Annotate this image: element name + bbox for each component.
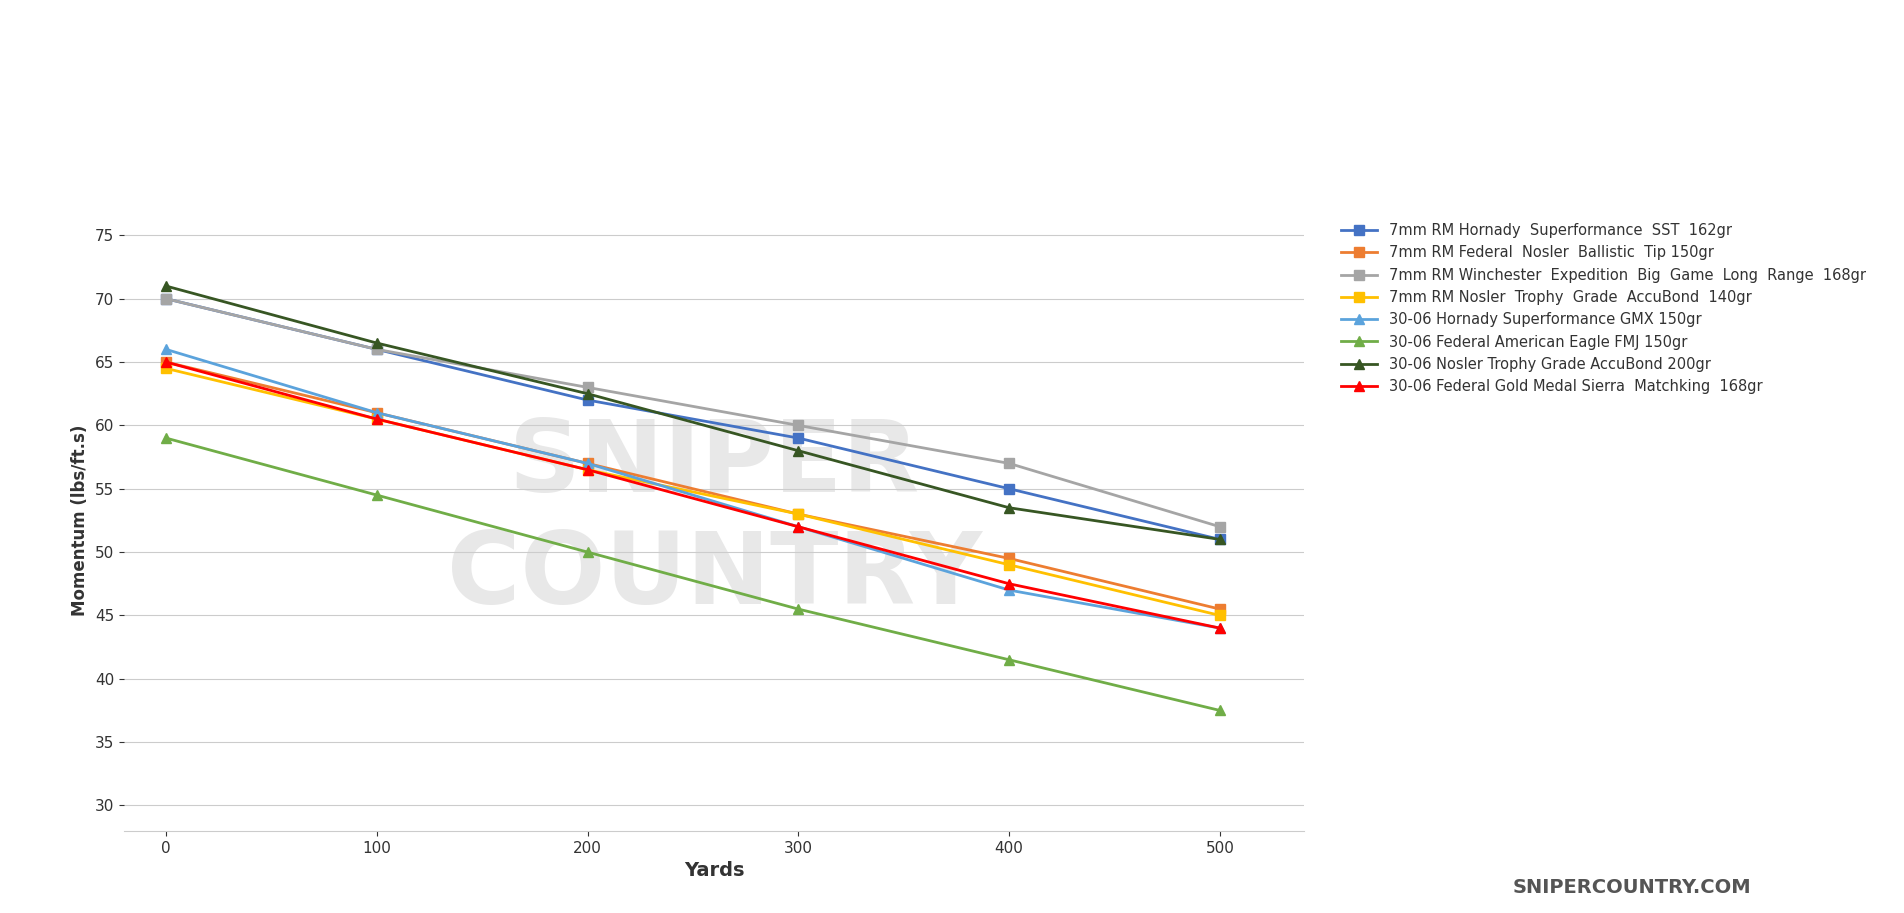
30-06 Federal Gold Medal Sierra  Matchking  168gr (577, 464, 600, 475)
7mm RM Nosler  Trophy  Grade  AccuBond  140gr (786, 509, 809, 519)
Y-axis label: Momentum (lbs/ft.s): Momentum (lbs/ft.s) (70, 425, 89, 616)
30-06 Federal Gold Medal Sierra  Matchking  168gr (786, 521, 809, 532)
7mm RM Hornady  Superformance  SST  162gr (366, 344, 388, 355)
30-06 Federal American Eagle FMJ 150gr (577, 547, 600, 558)
7mm RM Hornady  Superformance  SST  162gr (786, 433, 809, 444)
7mm RM Winchester  Expedition  Big  Game  Long  Range  168gr (154, 293, 177, 304)
30-06 Hornady Superformance GMX 150gr (1209, 623, 1232, 634)
7mm RM Winchester  Expedition  Big  Game  Long  Range  168gr (998, 458, 1021, 469)
Legend: 7mm RM Hornady  Superformance  SST  162gr, 7mm RM Federal  Nosler  Ballistic  Ti: 7mm RM Hornady Superformance SST 162gr, … (1335, 217, 1872, 400)
Line: 30-06 Federal Gold Medal Sierra  Matchking  168gr: 30-06 Federal Gold Medal Sierra Matchkin… (162, 357, 1224, 633)
Line: 30-06 Hornady Superformance GMX 150gr: 30-06 Hornady Superformance GMX 150gr (162, 344, 1224, 633)
30-06 Hornady Superformance GMX 150gr (786, 521, 809, 532)
30-06 Federal American Eagle FMJ 150gr (1209, 705, 1232, 716)
Line: 30-06 Federal American Eagle FMJ 150gr: 30-06 Federal American Eagle FMJ 150gr (162, 433, 1224, 715)
30-06 Hornady Superformance GMX 150gr (366, 407, 388, 418)
Text: SNIPERCOUNTRY.COM: SNIPERCOUNTRY.COM (1514, 877, 1752, 897)
Text: MOMENTUM: MOMENTUM (609, 34, 1295, 131)
7mm RM Federal  Nosler  Ballistic  Tip 150gr (998, 553, 1021, 564)
Line: 7mm RM Hornady  Superformance  SST  162gr: 7mm RM Hornady Superformance SST 162gr (162, 294, 1224, 544)
7mm RM Hornady  Superformance  SST  162gr (154, 293, 177, 304)
30-06 Nosler Trophy Grade AccuBond 200gr (154, 280, 177, 291)
30-06 Federal Gold Medal Sierra  Matchking  168gr (366, 414, 388, 425)
30-06 Federal American Eagle FMJ 150gr (786, 603, 809, 614)
30-06 Federal American Eagle FMJ 150gr (154, 433, 177, 444)
30-06 Nosler Trophy Grade AccuBond 200gr (786, 446, 809, 456)
30-06 Federal Gold Medal Sierra  Matchking  168gr (154, 357, 177, 368)
30-06 Federal Gold Medal Sierra  Matchking  168gr (1209, 623, 1232, 634)
7mm RM Nosler  Trophy  Grade  AccuBond  140gr (154, 362, 177, 373)
Line: 7mm RM Winchester  Expedition  Big  Game  Long  Range  168gr: 7mm RM Winchester Expedition Big Game Lo… (162, 294, 1224, 531)
7mm RM Winchester  Expedition  Big  Game  Long  Range  168gr (1209, 521, 1232, 532)
7mm RM Nosler  Trophy  Grade  AccuBond  140gr (998, 560, 1021, 571)
Line: 30-06 Nosler Trophy Grade AccuBond 200gr: 30-06 Nosler Trophy Grade AccuBond 200gr (162, 281, 1224, 544)
X-axis label: Yards: Yards (684, 861, 744, 880)
7mm RM Winchester  Expedition  Big  Game  Long  Range  168gr (577, 382, 600, 393)
Line: 7mm RM Nosler  Trophy  Grade  AccuBond  140gr: 7mm RM Nosler Trophy Grade AccuBond 140g… (162, 363, 1224, 620)
7mm RM Federal  Nosler  Ballistic  Tip 150gr (154, 357, 177, 368)
7mm RM Hornady  Superformance  SST  162gr (998, 483, 1021, 494)
30-06 Nosler Trophy Grade AccuBond 200gr (577, 388, 600, 399)
7mm RM Winchester  Expedition  Big  Game  Long  Range  168gr (786, 420, 809, 431)
7mm RM Federal  Nosler  Ballistic  Tip 150gr (577, 458, 600, 469)
7mm RM Nosler  Trophy  Grade  AccuBond  140gr (366, 414, 388, 425)
30-06 Nosler Trophy Grade AccuBond 200gr (1209, 534, 1232, 545)
30-06 Nosler Trophy Grade AccuBond 200gr (998, 502, 1021, 513)
7mm RM Federal  Nosler  Ballistic  Tip 150gr (1209, 603, 1232, 614)
30-06 Nosler Trophy Grade AccuBond 200gr (366, 338, 388, 349)
7mm RM Hornady  Superformance  SST  162gr (1209, 534, 1232, 545)
30-06 Hornady Superformance GMX 150gr (577, 458, 600, 469)
7mm RM Federal  Nosler  Ballistic  Tip 150gr (786, 509, 809, 519)
7mm RM Nosler  Trophy  Grade  AccuBond  140gr (1209, 610, 1232, 621)
30-06 Federal American Eagle FMJ 150gr (998, 655, 1021, 666)
7mm RM Federal  Nosler  Ballistic  Tip 150gr (366, 407, 388, 418)
Line: 7mm RM Federal  Nosler  Ballistic  Tip 150gr: 7mm RM Federal Nosler Ballistic Tip 150g… (162, 357, 1224, 614)
30-06 Federal American Eagle FMJ 150gr (366, 489, 388, 500)
Text: SNIPER
COUNTRY: SNIPER COUNTRY (447, 415, 981, 625)
7mm RM Hornady  Superformance  SST  162gr (577, 394, 600, 405)
30-06 Hornady Superformance GMX 150gr (998, 584, 1021, 595)
30-06 Federal Gold Medal Sierra  Matchking  168gr (998, 578, 1021, 589)
7mm RM Winchester  Expedition  Big  Game  Long  Range  168gr (366, 344, 388, 355)
7mm RM Nosler  Trophy  Grade  AccuBond  140gr (577, 464, 600, 475)
30-06 Hornady Superformance GMX 150gr (154, 344, 177, 355)
